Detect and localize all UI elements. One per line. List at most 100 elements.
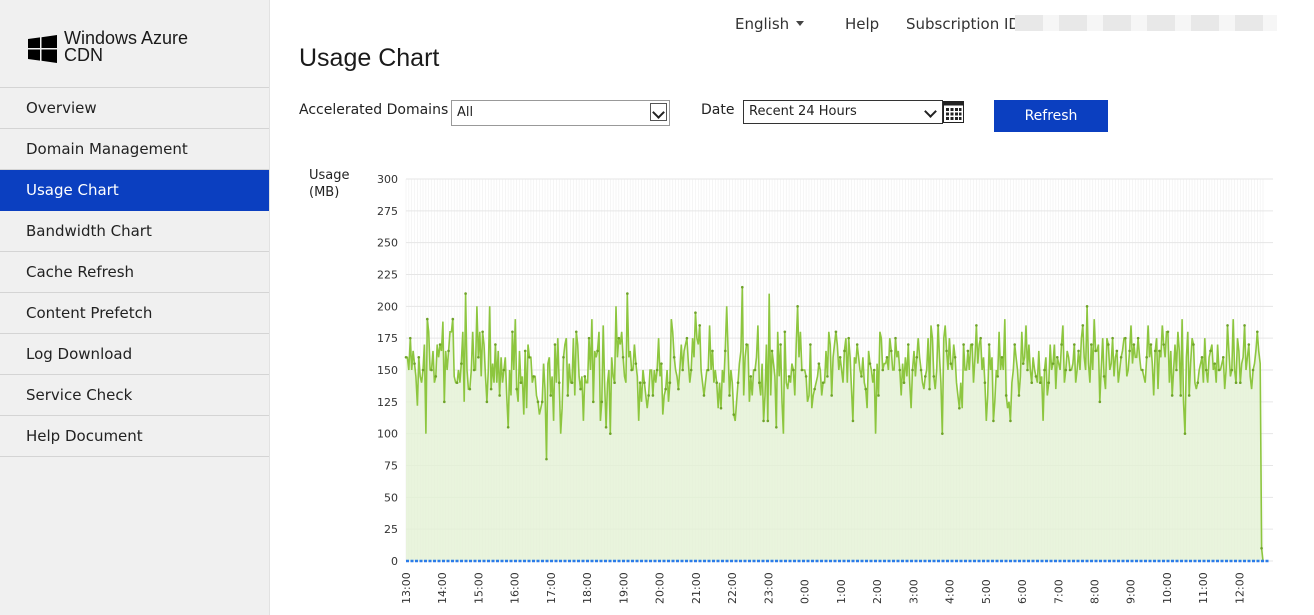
data-point — [936, 324, 940, 327]
data-point — [1077, 349, 1080, 353]
data-point — [706, 368, 710, 372]
data-point — [583, 375, 587, 378]
x-tick-label: 8:00 — [1088, 579, 1101, 604]
data-point — [1136, 336, 1140, 340]
data-point — [740, 285, 744, 289]
data-point — [1119, 355, 1123, 359]
data-point — [562, 355, 565, 359]
data-point — [728, 394, 731, 397]
data-point — [1013, 343, 1016, 346]
chevron-down-icon[interactable] — [650, 103, 667, 121]
data-point — [1047, 381, 1051, 385]
data-point — [626, 292, 629, 295]
data-point — [855, 343, 859, 346]
chart-y-tick-labels: 0 25 50 75 100 125 150 175 200 225 250 275 300 — [377, 173, 398, 568]
data-point — [1170, 394, 1174, 397]
x-tick-label: 4:00 — [944, 579, 957, 604]
data-point — [1124, 336, 1127, 340]
nav-item-bandwidth-chart[interactable]: Bandwidth Chart — [0, 211, 269, 252]
nav-item-cache-refresh[interactable]: Cache Refresh — [0, 252, 269, 293]
data-point — [962, 343, 965, 346]
accelerated-domains-select[interactable]: All — [451, 100, 670, 126]
data-point — [1247, 343, 1251, 346]
caret-down-icon[interactable] — [796, 21, 804, 26]
nav-item-domain-management[interactable]: Domain Management — [0, 129, 269, 170]
data-point — [770, 349, 774, 353]
data-point — [898, 368, 902, 372]
chevron-down-icon[interactable] — [923, 103, 940, 121]
data-point — [834, 330, 838, 334]
data-point — [1192, 343, 1195, 346]
data-point — [519, 381, 523, 385]
data-point — [983, 381, 987, 385]
data-point — [1111, 336, 1114, 340]
data-point — [979, 336, 982, 340]
data-point — [719, 406, 723, 410]
y-tick-label: 200 — [377, 300, 398, 313]
data-point — [434, 375, 438, 378]
data-point — [506, 426, 510, 429]
date-select[interactable]: Recent 24 Hours — [743, 100, 943, 124]
x-tick-label: 13:00 — [400, 572, 413, 604]
y-tick-label: 150 — [377, 364, 398, 377]
data-point — [906, 343, 910, 346]
series-green-points — [404, 285, 1263, 550]
data-point — [1238, 381, 1242, 385]
data-point — [1234, 381, 1238, 385]
data-point — [681, 368, 684, 372]
data-point — [1179, 394, 1183, 397]
nav-item-log-download[interactable]: Log Download — [0, 334, 269, 375]
data-point — [1068, 368, 1072, 372]
data-point — [1128, 349, 1131, 353]
y-tick-label: 175 — [377, 332, 398, 345]
data-point — [753, 368, 757, 372]
data-point — [685, 336, 689, 340]
data-point — [668, 381, 672, 385]
x-tick-label: 21:00 — [690, 572, 703, 604]
data-point — [634, 362, 638, 365]
data-point — [447, 349, 450, 353]
refresh-button[interactable]: Refresh — [994, 100, 1108, 132]
data-point — [745, 343, 748, 346]
calendar-icon[interactable] — [943, 101, 964, 123]
x-tick-label: 15:00 — [472, 572, 485, 604]
data-point — [417, 355, 421, 359]
data-point — [596, 349, 599, 353]
data-point — [762, 419, 765, 423]
date-value: Recent 24 Hours — [749, 104, 857, 119]
language-selector[interactable]: English — [735, 15, 790, 33]
nav-item-help-document[interactable]: Help Document — [0, 416, 269, 457]
data-point — [660, 362, 663, 365]
y-tick-label: 0 — [391, 555, 398, 568]
nav-item-content-prefetch[interactable]: Content Prefetch — [0, 293, 269, 334]
x-tick-label: 19:00 — [617, 572, 630, 604]
x-tick-label: 11:00 — [1197, 572, 1210, 604]
nav-item-overview[interactable]: Overview — [0, 88, 269, 129]
data-point — [425, 317, 429, 321]
data-point — [1256, 330, 1259, 334]
help-link[interactable]: Help — [845, 15, 880, 33]
data-point — [821, 381, 825, 385]
nav-item-service-check[interactable]: Service Check — [0, 375, 269, 416]
nav-item-usage-chart[interactable]: Usage Chart — [0, 170, 269, 211]
x-tick-label: 2:00 — [871, 579, 884, 604]
data-point — [1260, 546, 1263, 550]
y-tick-label: 25 — [384, 523, 398, 536]
data-point — [621, 355, 625, 359]
data-point — [732, 413, 736, 416]
data-point — [1213, 362, 1217, 365]
data-point — [838, 355, 842, 359]
data-point — [817, 362, 821, 365]
page-title: Usage Chart — [299, 44, 440, 72]
data-point — [711, 349, 714, 353]
data-point — [889, 349, 893, 353]
y-tick-label: 275 — [377, 205, 398, 218]
y-axis-title-line-1: Usage — [309, 168, 350, 183]
data-point — [723, 349, 727, 353]
data-point — [404, 355, 408, 359]
data-point — [885, 355, 889, 359]
usage-line-chart: 0 25 50 75 100 125 150 175 200 225 250 275 300 13:00… — [377, 173, 1273, 604]
y-tick-label: 250 — [377, 237, 398, 250]
windows-logo-icon — [28, 35, 57, 63]
series-green-line — [406, 287, 1264, 562]
